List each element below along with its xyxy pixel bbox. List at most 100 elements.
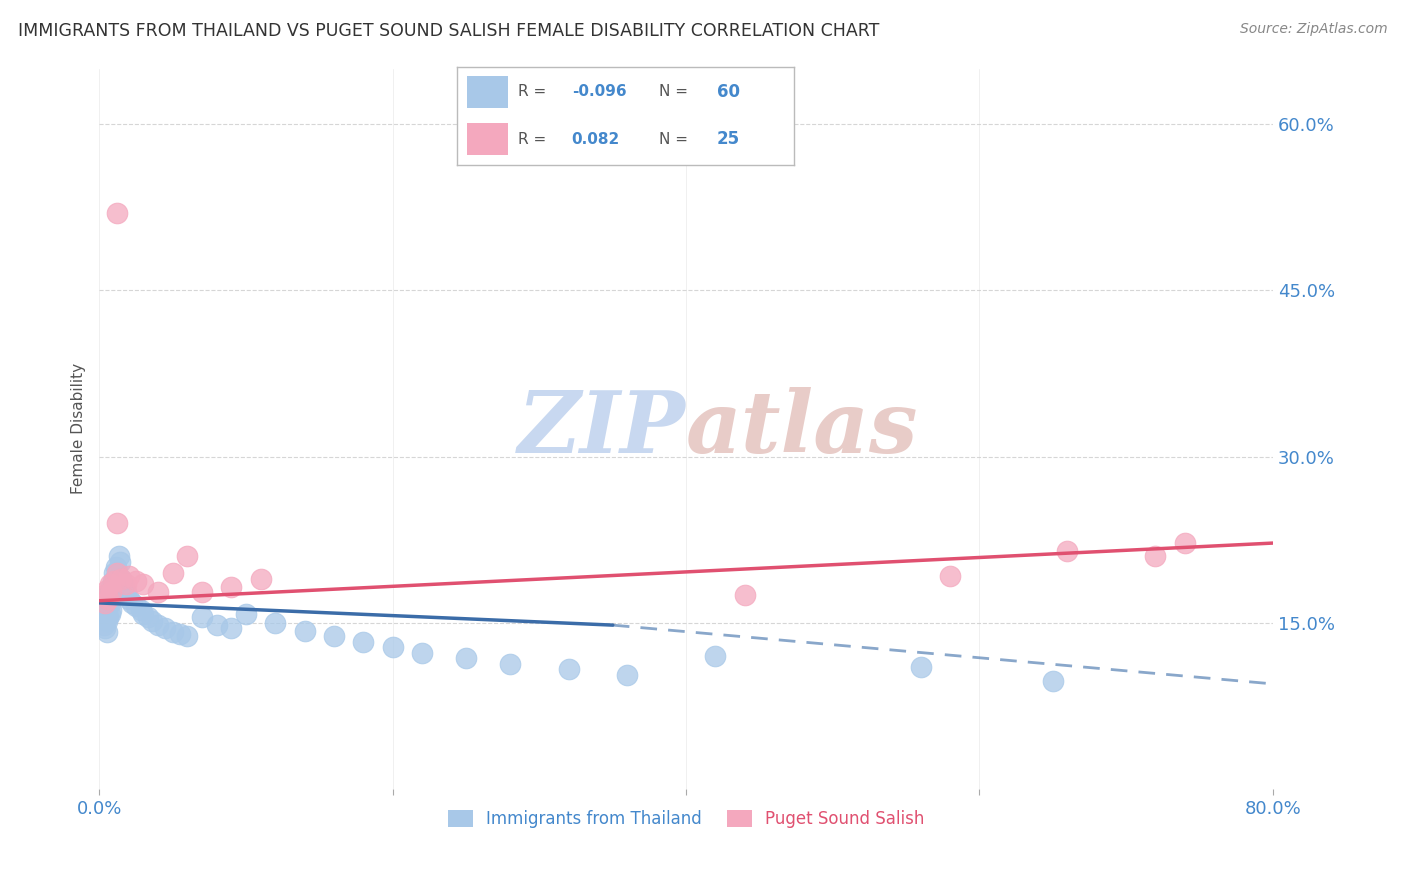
Text: R =: R = <box>517 131 551 146</box>
Bar <box>467 123 508 155</box>
Point <box>191 610 214 624</box>
Point <box>103 577 125 591</box>
Point <box>1174 536 1197 550</box>
Text: Source: ZipAtlas.com: Source: ZipAtlas.com <box>1240 22 1388 37</box>
Point <box>191 585 214 599</box>
Point <box>323 629 346 643</box>
Point <box>125 599 148 614</box>
Point <box>221 581 243 595</box>
Point <box>93 588 115 602</box>
Text: -0.096: -0.096 <box>572 85 626 99</box>
Point <box>1144 549 1167 564</box>
Point <box>96 614 118 628</box>
Text: ZIP: ZIP <box>519 387 686 471</box>
Point <box>96 582 118 597</box>
Point <box>110 572 132 586</box>
Point <box>616 668 638 682</box>
Point <box>94 596 117 610</box>
Point <box>205 618 228 632</box>
Point <box>98 607 121 621</box>
Point <box>94 607 117 621</box>
Point <box>96 596 118 610</box>
Point <box>146 585 169 599</box>
Point <box>105 516 128 530</box>
Point <box>114 585 136 599</box>
Point <box>101 574 124 588</box>
Point <box>1056 544 1078 558</box>
Point <box>96 605 118 619</box>
Point <box>136 610 159 624</box>
Point <box>734 588 756 602</box>
Point <box>93 602 115 616</box>
Point <box>101 585 124 599</box>
Point <box>939 569 962 583</box>
Point <box>910 660 932 674</box>
Text: 0.082: 0.082 <box>572 131 620 146</box>
Point <box>93 618 115 632</box>
Point <box>100 585 122 599</box>
Point <box>97 599 120 614</box>
Point <box>118 591 141 606</box>
Point <box>129 602 152 616</box>
Point <box>411 646 433 660</box>
Point <box>111 577 134 591</box>
Point <box>221 622 243 636</box>
Point <box>352 634 374 648</box>
Point <box>704 649 727 664</box>
Text: R =: R = <box>517 85 551 99</box>
Point <box>108 555 131 569</box>
Point <box>94 593 117 607</box>
Point <box>1042 673 1064 688</box>
Point <box>97 591 120 606</box>
Point <box>98 585 121 599</box>
Text: atlas: atlas <box>686 387 918 471</box>
Point <box>97 610 120 624</box>
Point <box>558 663 581 677</box>
Point <box>100 602 122 616</box>
Point <box>169 627 191 641</box>
Text: 60: 60 <box>717 83 740 101</box>
Point <box>110 572 132 586</box>
Point <box>104 560 127 574</box>
Point <box>132 577 155 591</box>
Point <box>103 566 125 580</box>
Point <box>97 591 120 606</box>
Point <box>499 657 522 671</box>
Point <box>100 591 122 606</box>
Point <box>264 615 287 630</box>
Point <box>155 622 177 636</box>
Bar <box>467 76 508 108</box>
Point <box>91 610 114 624</box>
Point <box>132 607 155 621</box>
Point <box>456 651 478 665</box>
Point <box>100 581 122 595</box>
Text: N =: N = <box>659 131 693 146</box>
Point <box>125 574 148 588</box>
Point <box>121 596 143 610</box>
Y-axis label: Female Disability: Female Disability <box>72 363 86 494</box>
Point <box>105 566 128 580</box>
Point <box>96 624 118 639</box>
Point <box>114 577 136 591</box>
Point <box>381 640 404 655</box>
Point <box>141 614 163 628</box>
Point <box>103 574 125 588</box>
Point <box>294 624 316 638</box>
Text: IMMIGRANTS FROM THAILAND VS PUGET SOUND SALISH FEMALE DISABILITY CORRELATION CHA: IMMIGRANTS FROM THAILAND VS PUGET SOUND … <box>18 22 880 40</box>
Point <box>98 577 121 591</box>
Point <box>249 572 271 586</box>
Legend: Immigrants from Thailand, Puget Sound Salish: Immigrants from Thailand, Puget Sound Sa… <box>441 804 931 835</box>
Text: N =: N = <box>659 85 693 99</box>
Point <box>98 596 121 610</box>
Point <box>176 629 198 643</box>
Point <box>235 607 257 621</box>
Text: 25: 25 <box>717 130 740 148</box>
Point <box>105 566 128 580</box>
Point <box>105 205 128 219</box>
Point <box>118 569 141 583</box>
Point <box>94 622 117 636</box>
Point <box>162 624 184 639</box>
Point <box>146 618 169 632</box>
Point <box>162 566 184 580</box>
Point <box>96 588 118 602</box>
